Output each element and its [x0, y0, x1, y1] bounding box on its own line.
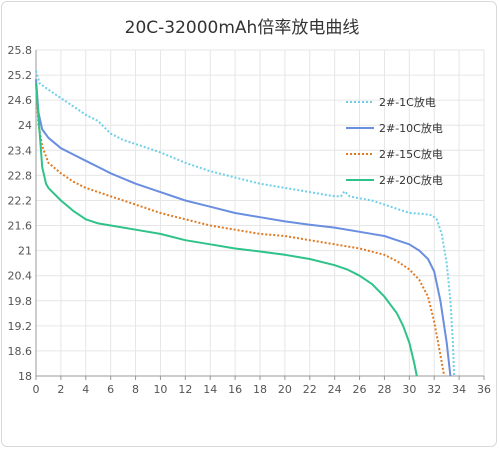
- x-tick-label: 36: [477, 383, 491, 396]
- grid-lines: [36, 49, 485, 376]
- y-tick-label: 23.4: [8, 144, 33, 157]
- legend-label-4: 2#-20C放电: [379, 173, 443, 187]
- legend-label-1: 2#-1C放电: [379, 95, 436, 109]
- x-tick-label: 6: [107, 383, 114, 396]
- y-tick-label: 18: [18, 370, 32, 383]
- series-line-3: [35, 83, 446, 377]
- y-tick-label: 21: [18, 245, 32, 258]
- x-tick-label: 26: [353, 383, 367, 396]
- x-tick-labels: 0 2 4 6 8 10 12 14 16 18 20 22 24 26 28 30 32 34 36: [33, 383, 492, 396]
- y-tick-label: 22.2: [8, 194, 33, 207]
- x-tick-label: 28: [377, 383, 391, 396]
- x-tick-label: 8: [132, 383, 139, 396]
- x-tick-label: 2: [57, 383, 64, 396]
- x-tick-label: 30: [402, 383, 416, 396]
- series-line-4: [35, 83, 418, 377]
- series-line-2: [35, 79, 452, 377]
- y-tick-label: 22.8: [8, 169, 33, 182]
- series-lines: [35, 70, 456, 377]
- y-tick-label: 19.8: [8, 295, 33, 308]
- x-tick-label: 24: [328, 383, 342, 396]
- y-tick-label: 20.4: [8, 270, 33, 283]
- y-tick-label: 25.8: [8, 44, 33, 57]
- legend: 2#-1C放电 2#-10C放电 2#-15C放电 2#-20C放电: [346, 95, 443, 187]
- y-tick-label: 21.6: [8, 220, 33, 233]
- axes: [35, 50, 485, 380]
- legend-label-2: 2#-10C放电: [379, 121, 443, 135]
- legend-label-3: 2#-15C放电: [379, 147, 443, 161]
- x-tick-label: 18: [253, 383, 267, 396]
- y-tick-labels: 18 18.6 19.2 19.8 20.4 21 21.6 22.2 22.8 23.4 24 24…: [8, 44, 33, 383]
- x-tick-label: 4: [82, 383, 89, 396]
- series-line-1: [35, 70, 456, 377]
- x-tick-label: 14: [203, 383, 217, 396]
- y-tick-label: 18.6: [8, 345, 33, 358]
- x-tick-label: 22: [303, 383, 317, 396]
- x-tick-label: 10: [153, 383, 167, 396]
- y-tick-label: 24.6: [8, 94, 33, 107]
- y-tick-label: 19.2: [8, 320, 33, 333]
- y-tick-label: 25.2: [8, 69, 33, 82]
- y-tick-label: 24: [18, 119, 32, 132]
- x-tick-label: 0: [33, 383, 40, 396]
- x-tick-label: 12: [178, 383, 192, 396]
- x-tick-label: 20: [278, 383, 292, 396]
- chart-title: 20C-32000mAh倍率放电曲线: [125, 18, 360, 38]
- x-tick-label: 32: [427, 383, 441, 396]
- x-tick-label: 34: [452, 383, 466, 396]
- x-tick-label: 16: [228, 383, 242, 396]
